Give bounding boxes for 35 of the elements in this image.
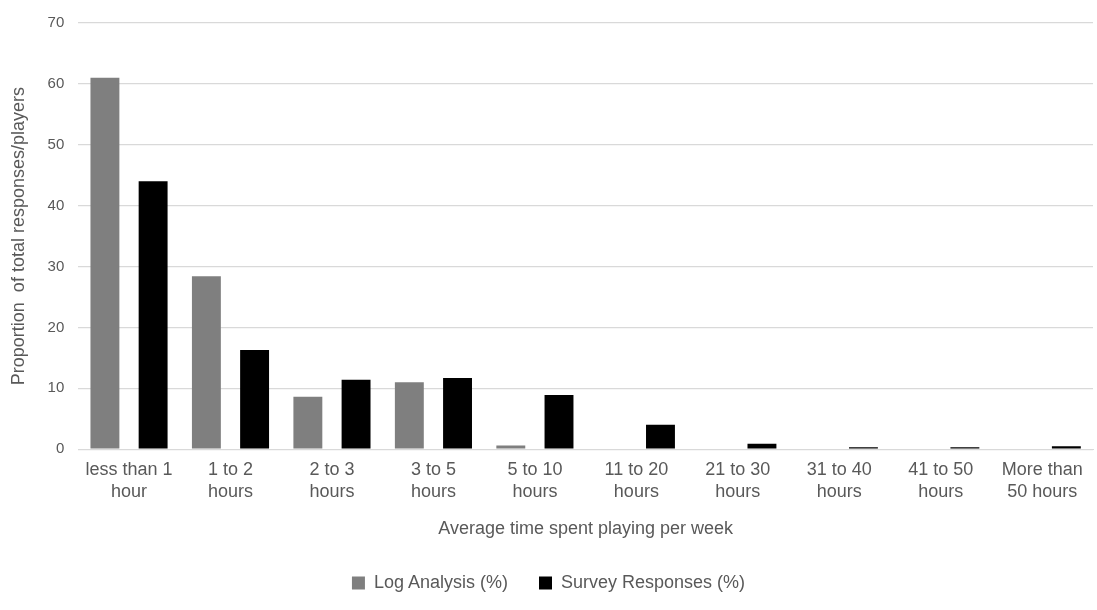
y-tick-label: 0	[55, 439, 65, 457]
x-tick-label: 21 to 30 hours	[705, 458, 771, 501]
x-tick-label: less than 1 hour	[85, 458, 173, 501]
x-tick-label: 11 to 20 hours	[604, 458, 669, 501]
y-tick-label: 70	[47, 13, 65, 31]
x-tick-label: 31 to 40 hours	[806, 458, 872, 501]
x-axis-title: Average time spent playing per week	[438, 518, 735, 539]
bar	[293, 396, 323, 449]
bar	[496, 445, 526, 449]
bar	[394, 382, 424, 449]
bar	[747, 443, 777, 449]
bar	[138, 181, 168, 449]
x-tick-label: 1 to 2 hours	[207, 458, 254, 501]
y-tick-label: 20	[47, 317, 65, 335]
bar	[1051, 446, 1081, 449]
y-tick-label: 60	[47, 74, 65, 92]
bar	[90, 77, 120, 449]
x-tick-label: 3 to 5 hours	[410, 458, 456, 501]
x-tick-label: 41 to 50 hours	[908, 458, 974, 501]
bar	[240, 349, 270, 449]
y-tick-label: 50	[47, 134, 65, 152]
y-tick-label: 30	[47, 256, 65, 274]
y-axis-title: Proportion of total responses/players	[7, 87, 28, 386]
legend-label: Survey Responses (%)	[560, 571, 746, 592]
x-tick-label: More than 50 hours	[1001, 458, 1083, 501]
x-tick-label: 5 to 10 hours	[507, 458, 563, 501]
bar	[443, 377, 472, 449]
legend-label: Log Analysis (%)	[373, 571, 508, 592]
y-tick-label: 10	[47, 378, 65, 396]
bar	[646, 424, 675, 449]
y-tick-label: 40	[47, 195, 65, 213]
bar	[341, 379, 371, 449]
x-tick-label: 2 to 3 hours	[309, 458, 355, 501]
bar	[544, 395, 574, 449]
bar	[191, 276, 221, 449]
